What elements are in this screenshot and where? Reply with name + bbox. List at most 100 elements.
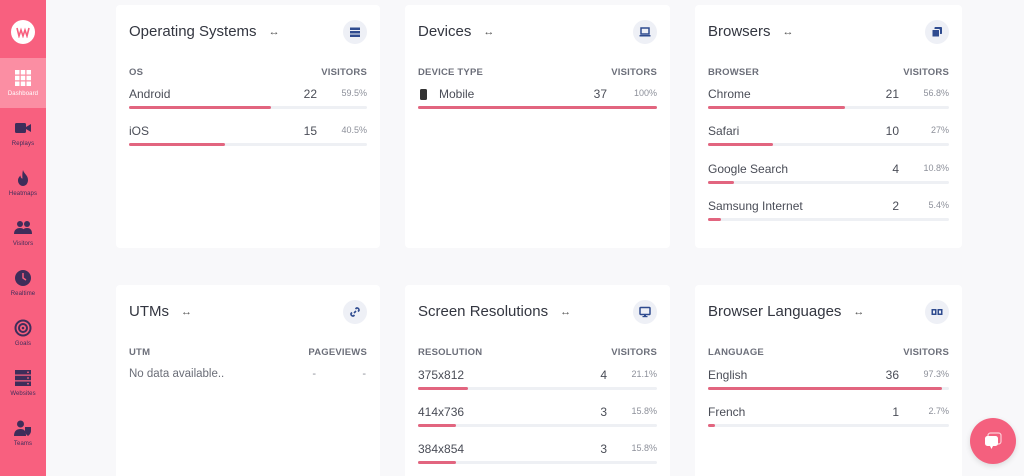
item-count: 22 — [303, 87, 317, 101]
users-icon — [14, 221, 32, 234]
progress-track — [708, 387, 949, 390]
progress-fill — [418, 387, 469, 390]
list-item[interactable]: Safari 10 27% — [708, 124, 949, 154]
target-icon — [14, 319, 32, 337]
item-percent: 59.5% — [341, 88, 367, 98]
progress-track — [418, 106, 657, 109]
list-item[interactable]: English 36 97.3% — [708, 368, 949, 398]
item-count: 10 — [885, 124, 899, 138]
list-item[interactable]: Samsung Internet 2 5.4% — [708, 199, 949, 229]
sidebar-item-websites[interactable]: Websites — [0, 358, 46, 408]
card-devices: Devices ↔ DEVICE TYPE VISITORS Mobile 37… — [405, 5, 670, 248]
team-icon — [14, 420, 31, 436]
item-name: Safari — [708, 124, 740, 138]
column-header-os: OS — [129, 67, 144, 78]
card-title: Devices ↔ — [418, 23, 494, 40]
sidebar-item-label: Websites — [10, 391, 36, 397]
progress-fill — [708, 181, 735, 184]
sidebar-item-replays[interactable]: Replays — [0, 108, 46, 158]
progress-fill — [418, 424, 456, 427]
column-header-visitors: VISITORS — [903, 347, 949, 358]
item-percent: 97.3% — [923, 369, 949, 379]
sidebar-item-teams[interactable]: Teams — [0, 408, 46, 458]
progress-track — [418, 387, 657, 390]
column-header-device-type: DEVICE TYPE — [418, 67, 484, 78]
expand-icon[interactable]: ↔ — [483, 25, 495, 38]
card-title-text: Browsers — [708, 23, 771, 40]
card-title-text: Screen Resolutions — [418, 303, 549, 320]
progress-fill — [418, 106, 657, 109]
sidebar-item-label: Teams — [13, 441, 33, 447]
column-header-resolution: RESOLUTION — [418, 347, 483, 358]
card-title-text: UTMs — [129, 303, 169, 320]
progress-fill — [708, 143, 774, 146]
list-item[interactable]: Chrome 21 56.8% — [708, 87, 949, 117]
item-percent: 40.5% — [341, 125, 367, 135]
monitor-icon — [633, 300, 657, 324]
logo-icon[interactable] — [11, 20, 35, 44]
list-item[interactable]: 414x736 3 15.8% — [418, 405, 657, 435]
item-percent: 15.8% — [631, 406, 657, 416]
sidebar-item-label: Visitors — [12, 241, 34, 247]
card-utms: UTMs ↔ UTM PAGEVIEWS No data available..… — [116, 285, 380, 476]
list-item[interactable]: 384x854 3 15.8% — [418, 442, 657, 472]
expand-icon[interactable]: ↔ — [853, 305, 865, 318]
list-item[interactable]: Google Search 4 10.8% — [708, 162, 949, 192]
column-header-visitors: VISITORS — [321, 67, 367, 78]
column-header-visitors: VISITORS — [903, 67, 949, 78]
item-count: 2 — [892, 199, 899, 213]
progress-fill — [418, 461, 456, 464]
item-name: iOS — [129, 124, 150, 138]
sidebar-item-label: Replays — [11, 141, 35, 147]
sidebar-item-realtime[interactable]: Realtime — [0, 258, 46, 308]
expand-icon[interactable]: ↔ — [782, 25, 794, 38]
sidebar-item-label: Goals — [14, 341, 32, 347]
item-percent: 5.4% — [928, 200, 949, 210]
item-name-text: Mobile — [439, 87, 475, 101]
list-item[interactable]: 375x812 4 21.1% — [418, 368, 657, 398]
sidebar-item-visitors[interactable]: Visitors — [0, 208, 46, 258]
list-item[interactable]: Android 22 59.5% — [129, 87, 367, 117]
expand-icon[interactable]: ↔ — [560, 305, 572, 318]
item-percent: 15.8% — [631, 443, 657, 453]
empty-state: No data available.. — [129, 368, 225, 380]
laptop-icon — [633, 20, 657, 44]
grid-icon — [15, 70, 31, 86]
list-item[interactable]: Mobile 37 100% — [418, 87, 657, 117]
sidebar-item-dashboard[interactable]: Dashboard — [0, 58, 46, 108]
progress-track — [708, 218, 949, 221]
empty-count: - — [312, 368, 316, 380]
chat-icon — [985, 432, 1002, 449]
progress-fill — [708, 218, 721, 221]
chat-button[interactable] — [970, 418, 1016, 464]
progress-track — [418, 424, 657, 427]
card-title: Screen Resolutions ↔ — [418, 303, 571, 320]
item-percent: 100% — [633, 88, 657, 98]
progress-track — [708, 106, 949, 109]
sidebar-item-goals[interactable]: Goals — [0, 308, 46, 358]
item-percent: 56.8% — [923, 88, 949, 98]
card-title-text: Operating Systems — [129, 23, 257, 40]
progress-fill — [129, 106, 271, 109]
sidebar-item-heatmaps[interactable]: Heatmaps — [0, 158, 46, 208]
sidebar-item-label: Heatmaps — [8, 191, 38, 197]
sidebar-item-label: Dashboard — [7, 91, 39, 97]
item-name: English — [708, 368, 748, 382]
progress-track — [708, 143, 949, 146]
card-title: Browsers ↔ — [708, 23, 794, 40]
windows-icon — [925, 20, 949, 44]
expand-icon[interactable]: ↔ — [268, 25, 280, 38]
list-item[interactable]: iOS 15 40.5% — [129, 124, 367, 154]
item-count: 4 — [892, 162, 899, 176]
item-count: 3 — [600, 442, 607, 456]
item-name: 384x854 — [418, 442, 465, 456]
progress-fill — [708, 106, 845, 109]
card-browsers: Browsers ↔ BROWSER VISITORS Chrome 21 56… — [695, 5, 962, 248]
sidebar: Dashboard Replays Heatmaps Visitors Real… — [0, 0, 46, 476]
column-header-browser: BROWSER — [708, 67, 760, 78]
column-header-language: LANGUAGE — [708, 347, 764, 358]
column-header-visitors: VISITORS — [611, 67, 657, 78]
card-title-text: Browser Languages — [708, 303, 842, 320]
expand-icon[interactable]: ↔ — [181, 305, 192, 318]
list-item[interactable]: French 1 2.7% — [708, 405, 949, 435]
